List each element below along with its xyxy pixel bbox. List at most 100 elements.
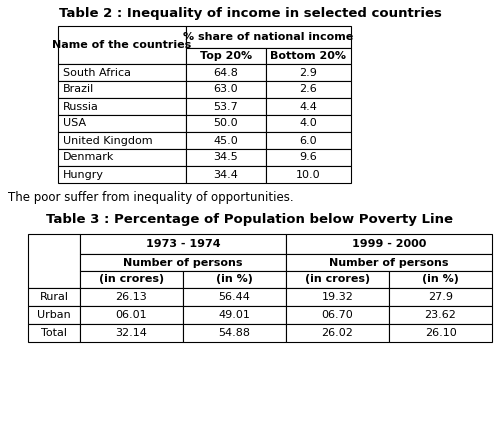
Bar	[266, 149, 351, 166]
Text: (in %): (in %)	[216, 274, 253, 285]
Text: 63.0: 63.0	[214, 85, 238, 95]
Text: 54.88: 54.88	[218, 328, 250, 338]
Text: Denmark: Denmark	[63, 153, 114, 163]
Bar	[58, 132, 186, 149]
Bar	[389, 306, 492, 324]
Text: Bottom 20%: Bottom 20%	[270, 51, 346, 61]
Bar	[80, 234, 286, 254]
Bar	[186, 64, 266, 81]
Text: 26.13: 26.13	[116, 292, 148, 302]
Text: 06.70: 06.70	[322, 310, 354, 320]
Text: 27.9: 27.9	[428, 292, 453, 302]
Text: 2.9: 2.9	[300, 68, 318, 77]
Text: 10.0: 10.0	[296, 169, 321, 179]
Bar	[389, 324, 492, 342]
Bar	[286, 288, 389, 306]
Bar	[80, 306, 183, 324]
Text: Table 3 : Percentage of Population below Poverty Line: Table 3 : Percentage of Population below…	[46, 214, 454, 227]
Text: 23.62: 23.62	[424, 310, 456, 320]
Text: Rural: Rural	[40, 292, 68, 302]
Bar	[28, 234, 80, 288]
Bar	[58, 149, 186, 166]
Bar	[389, 288, 492, 306]
Text: 2.6: 2.6	[300, 85, 318, 95]
Bar	[266, 81, 351, 98]
Text: 1973 - 1974: 1973 - 1974	[146, 239, 220, 249]
Bar	[266, 115, 351, 132]
Text: 34.4: 34.4	[214, 169, 238, 179]
Bar	[266, 98, 351, 115]
Bar	[186, 26, 351, 48]
Text: South Africa: South Africa	[63, 68, 131, 77]
Text: Number of persons: Number of persons	[123, 258, 243, 267]
Text: USA: USA	[63, 119, 86, 129]
Bar	[186, 149, 266, 166]
Bar	[80, 271, 183, 288]
Text: (in %): (in %)	[422, 274, 459, 285]
Bar	[58, 26, 186, 64]
Bar	[58, 115, 186, 132]
Bar	[186, 98, 266, 115]
Bar	[28, 306, 80, 324]
Text: 32.14: 32.14	[116, 328, 148, 338]
Bar	[186, 132, 266, 149]
Text: 19.32: 19.32	[322, 292, 354, 302]
Bar	[266, 132, 351, 149]
Bar	[80, 324, 183, 342]
Bar	[186, 81, 266, 98]
Text: Total: Total	[41, 328, 67, 338]
Text: United Kingdom: United Kingdom	[63, 135, 152, 145]
Text: 1999 - 2000: 1999 - 2000	[352, 239, 426, 249]
Text: 06.01: 06.01	[116, 310, 148, 320]
Text: 6.0: 6.0	[300, 135, 318, 145]
Bar	[186, 166, 266, 183]
Text: The poor suffer from inequality of opportunities.: The poor suffer from inequality of oppor…	[8, 191, 294, 205]
Text: Number of persons: Number of persons	[329, 258, 449, 267]
Text: Brazil: Brazil	[63, 85, 94, 95]
Text: (in crores): (in crores)	[99, 274, 164, 285]
Text: Russia: Russia	[63, 101, 99, 111]
Bar	[286, 324, 389, 342]
Text: Hungry: Hungry	[63, 169, 104, 179]
Bar	[183, 271, 286, 288]
Bar	[58, 81, 186, 98]
Text: 53.7: 53.7	[214, 101, 238, 111]
Text: Name of the countries: Name of the countries	[52, 40, 192, 50]
Bar	[80, 288, 183, 306]
Text: 26.02: 26.02	[322, 328, 354, 338]
Bar	[183, 288, 286, 306]
Text: Urban: Urban	[37, 310, 71, 320]
Bar	[286, 254, 492, 271]
Text: 4.4: 4.4	[300, 101, 318, 111]
Text: 56.44: 56.44	[218, 292, 250, 302]
Text: 26.10: 26.10	[424, 328, 456, 338]
Text: Top 20%: Top 20%	[200, 51, 252, 61]
Bar	[58, 64, 186, 81]
Text: 49.01: 49.01	[218, 310, 250, 320]
Bar	[286, 271, 389, 288]
Bar	[286, 234, 492, 254]
Bar	[286, 306, 389, 324]
Text: 45.0: 45.0	[214, 135, 238, 145]
Text: (in crores): (in crores)	[305, 274, 370, 285]
Bar	[183, 306, 286, 324]
Text: 4.0: 4.0	[300, 119, 318, 129]
Text: 9.6: 9.6	[300, 153, 318, 163]
Text: 34.5: 34.5	[214, 153, 238, 163]
Bar	[28, 288, 80, 306]
Bar	[186, 115, 266, 132]
Text: % share of national income: % share of national income	[184, 32, 354, 42]
Bar	[186, 48, 266, 64]
Bar	[266, 166, 351, 183]
Bar	[80, 254, 286, 271]
Bar	[389, 271, 492, 288]
Text: 50.0: 50.0	[214, 119, 238, 129]
Bar	[58, 166, 186, 183]
Bar	[266, 48, 351, 64]
Bar	[28, 324, 80, 342]
Text: 64.8: 64.8	[214, 68, 238, 77]
Text: Table 2 : Inequality of income in selected countries: Table 2 : Inequality of income in select…	[58, 7, 442, 21]
Bar	[58, 98, 186, 115]
Bar	[183, 324, 286, 342]
Bar	[266, 64, 351, 81]
